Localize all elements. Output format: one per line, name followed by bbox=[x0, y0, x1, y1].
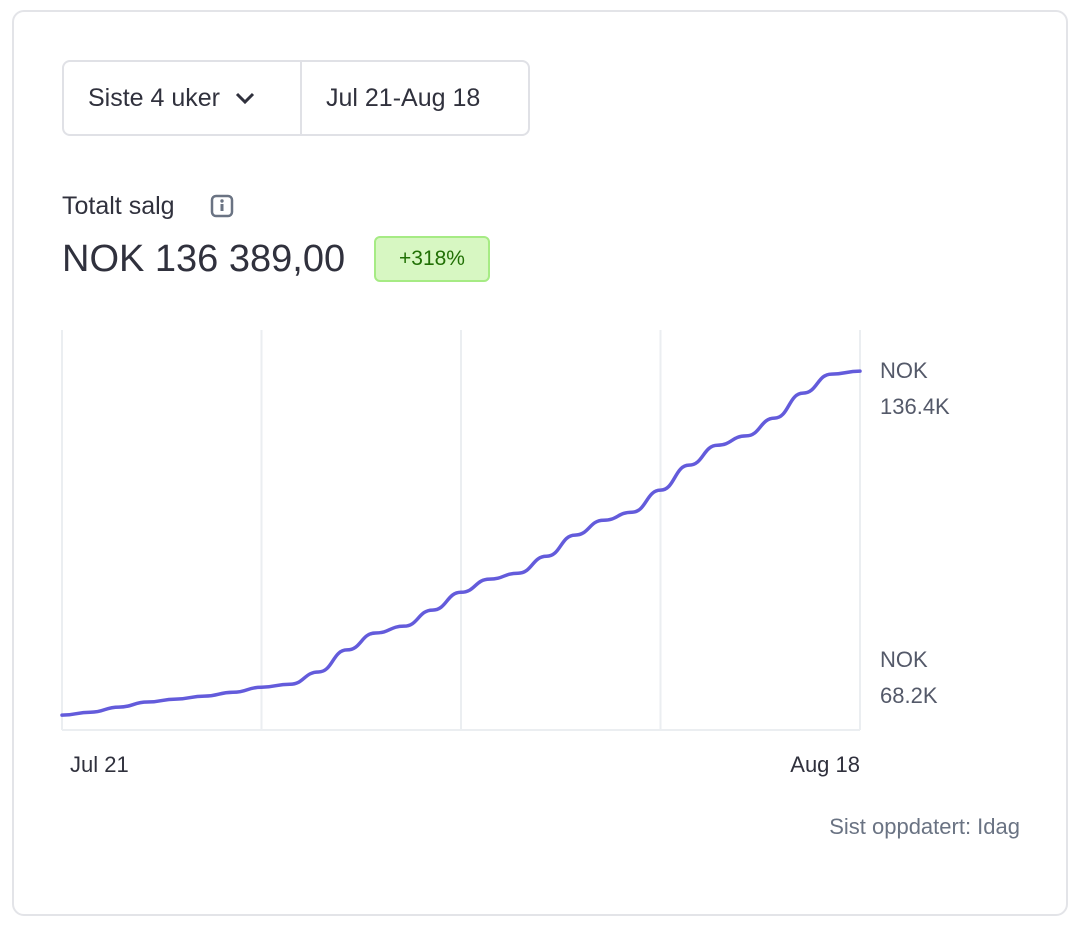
range-text: Jul 21-Aug 18 bbox=[326, 83, 481, 112]
period-text: Siste 4 uker bbox=[88, 83, 221, 112]
range-button[interactable]: Jul 21-Aug 18 bbox=[302, 62, 480, 134]
last-updated: Sist oppdatert: Idag bbox=[829, 814, 1020, 839]
x-tick-label: Jul 21 bbox=[70, 752, 129, 777]
metric-value: NOK 136 389,00 bbox=[62, 238, 346, 280]
info-icon[interactable] bbox=[210, 194, 234, 218]
period-select[interactable]: Siste 4 uker bbox=[64, 62, 302, 134]
y-tick-label: NOK 68.2K bbox=[880, 647, 938, 709]
line-series bbox=[60, 369, 862, 717]
metric-label: Totalt salg bbox=[62, 192, 175, 220]
change-badge: +318% bbox=[374, 236, 490, 282]
x-tick-label: Aug 18 bbox=[790, 752, 860, 777]
card bbox=[12, 10, 1068, 916]
date-controls: Siste 4 uker Jul 21-Aug 18 bbox=[62, 60, 530, 136]
y-tick-label: NOK 136.4K bbox=[880, 358, 950, 420]
chevron-icon bbox=[235, 92, 255, 105]
